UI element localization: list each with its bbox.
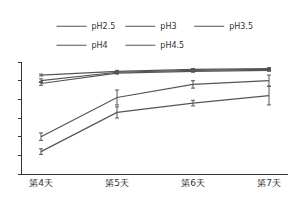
svg-text:第4天: 第4天 xyxy=(29,178,53,188)
svg-text:第5天: 第5天 xyxy=(105,178,129,188)
svg-text:pH2.5: pH2.5 xyxy=(92,22,116,31)
svg-text:第6天: 第6天 xyxy=(181,178,205,188)
svg-text:pH3: pH3 xyxy=(160,22,176,31)
svg-text:pH4.5: pH4.5 xyxy=(160,41,184,50)
svg-text:第7天: 第7天 xyxy=(257,178,281,188)
svg-text:pH3.5: pH3.5 xyxy=(229,22,253,31)
svg-text:pH4: pH4 xyxy=(92,41,108,50)
